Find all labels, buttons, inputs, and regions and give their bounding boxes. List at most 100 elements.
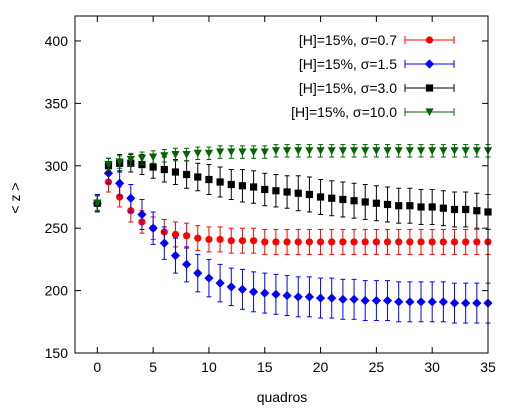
plot-frame	[74, 15, 489, 354]
legend-marker	[424, 59, 435, 69]
data-point	[183, 170, 191, 179]
data-point	[315, 293, 326, 303]
data-point	[416, 297, 426, 307]
y-axis-label: < z >	[7, 182, 23, 213]
data-point	[170, 251, 181, 261]
legend-label: [H]=15%, σ=1.5	[299, 56, 397, 72]
data-point	[160, 152, 169, 160]
legend-label: [H]=15%, σ=0.7	[299, 32, 397, 48]
data-point	[227, 148, 236, 157]
data-point	[204, 273, 214, 283]
y-tick-label: 150	[45, 345, 69, 361]
data-point	[361, 238, 369, 246]
data-point	[149, 163, 157, 171]
data-point	[227, 237, 235, 245]
data-point	[349, 147, 359, 155]
data-point	[350, 238, 358, 246]
legend-label: [H]=15%, σ=3.0	[299, 80, 397, 96]
data-point	[249, 148, 258, 157]
data-point	[260, 148, 269, 157]
data-point	[372, 199, 380, 207]
data-point	[248, 287, 259, 297]
data-point	[350, 197, 358, 205]
data-point	[171, 168, 180, 176]
data-point	[428, 203, 436, 211]
series-4	[93, 144, 493, 212]
data-point	[249, 183, 258, 191]
data-point	[461, 298, 471, 308]
data-point	[339, 238, 347, 246]
data-point	[93, 199, 102, 208]
data-point	[282, 290, 292, 301]
data-point	[439, 238, 447, 246]
data-point	[137, 154, 147, 163]
data-point	[328, 238, 336, 246]
x-tick-label: 5	[149, 359, 157, 375]
data-point	[462, 238, 470, 246]
data-point	[148, 223, 158, 233]
y-tick-label: 350	[45, 95, 69, 111]
x-tick-label: 30	[424, 359, 440, 375]
data-point	[294, 238, 302, 246]
data-point	[372, 238, 380, 246]
data-point	[394, 147, 403, 155]
data-point	[205, 235, 213, 244]
data-point	[361, 198, 369, 206]
data-point	[126, 155, 135, 164]
data-point	[115, 178, 125, 188]
data-point	[193, 149, 202, 158]
legend: [H]=15%, σ=0.7 [H]=15%, σ=1.5 [H]=15%, σ=3…	[291, 32, 455, 120]
data-point	[338, 147, 347, 155]
data-point	[383, 238, 392, 246]
data-point	[450, 238, 459, 246]
data-point	[305, 190, 314, 199]
data-marks	[92, 144, 493, 324]
data-point	[283, 238, 291, 246]
data-point	[272, 187, 280, 195]
series-2	[92, 162, 493, 324]
data-point	[261, 185, 269, 194]
data-point	[238, 148, 247, 157]
data-point	[450, 147, 459, 155]
data-point	[171, 150, 180, 159]
legend-entry-4: [H]=15%, σ=10.0	[291, 104, 455, 120]
data-point	[249, 237, 258, 245]
legend-marker	[425, 84, 434, 92]
data-point	[304, 292, 315, 302]
x-tick-label: 35	[480, 359, 496, 375]
data-point	[216, 148, 225, 157]
data-point	[406, 238, 414, 246]
data-point	[216, 178, 224, 186]
legend-entry-1: [H]=15%, σ=0.7	[299, 32, 455, 48]
data-point	[395, 238, 403, 246]
data-point	[305, 238, 314, 246]
data-point	[237, 284, 248, 294]
data-point	[226, 282, 236, 292]
data-point	[171, 230, 180, 239]
data-point	[417, 203, 425, 211]
legend-entry-3: [H]=15%, σ=3.0	[299, 80, 455, 96]
data-point	[349, 294, 359, 304]
y-tick-label: 200	[45, 283, 69, 299]
data-point	[462, 205, 470, 214]
data-point	[115, 158, 124, 167]
y-tick-label: 250	[45, 220, 69, 236]
data-point	[294, 147, 303, 155]
y-tick-label: 300	[45, 158, 69, 174]
data-point	[371, 295, 381, 306]
data-point	[327, 293, 337, 303]
data-point	[260, 288, 270, 298]
data-point	[394, 297, 404, 307]
data-point	[450, 205, 459, 214]
series-1	[93, 171, 492, 255]
legend-marker	[425, 108, 434, 117]
data-point	[261, 238, 269, 246]
x-axis-label: quadros	[257, 389, 308, 405]
data-point	[238, 182, 247, 190]
legend-label: [H]=15%, σ=10.0	[291, 104, 397, 120]
data-point	[339, 195, 347, 204]
data-point	[427, 297, 437, 307]
legend-marker	[425, 36, 434, 44]
data-point	[205, 175, 213, 184]
y-tick-label: 400	[45, 33, 69, 49]
